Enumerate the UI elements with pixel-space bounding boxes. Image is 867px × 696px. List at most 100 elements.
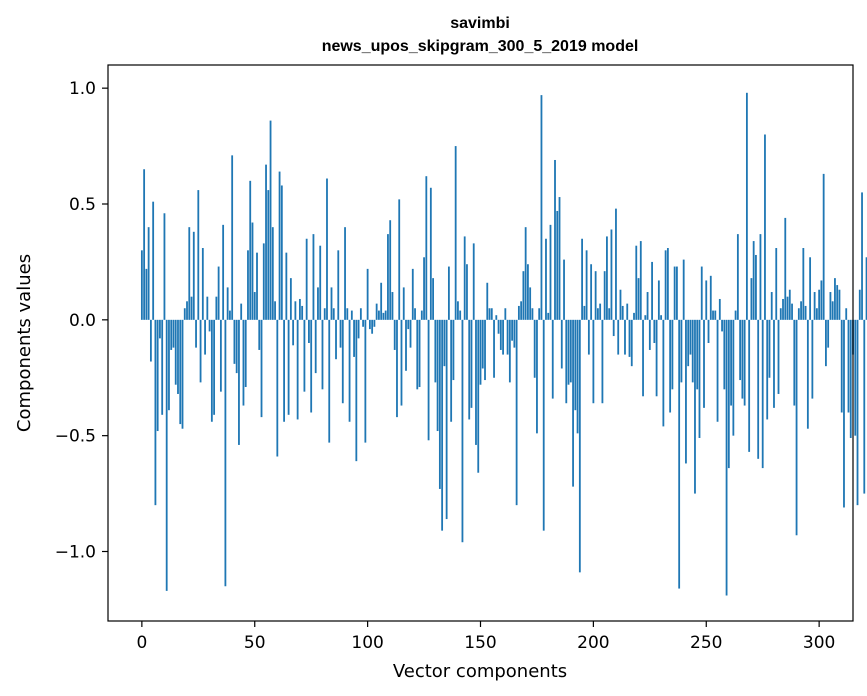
bar-59 <box>274 301 276 320</box>
bar-31 <box>210 319 213 422</box>
bar-53 <box>260 319 263 418</box>
bar-265 <box>739 319 742 381</box>
bar-110 <box>389 220 392 320</box>
bar-165 <box>513 319 516 348</box>
bar-211 <box>617 319 620 355</box>
bar-89 <box>341 319 344 404</box>
bar-257 <box>721 319 723 332</box>
bar-103 <box>373 319 376 327</box>
bar-293 <box>802 248 805 320</box>
bar-35 <box>219 319 222 392</box>
bar-218 <box>633 312 635 320</box>
bar-235 <box>671 319 674 390</box>
bar-239 <box>680 319 683 383</box>
bar-30 <box>208 319 211 332</box>
bar-216 <box>628 319 631 357</box>
bar-27 <box>201 248 204 320</box>
bar-208 <box>610 229 613 320</box>
bar-2 <box>145 268 148 320</box>
bar-37 <box>224 319 227 587</box>
bar-206 <box>606 236 608 320</box>
bar-267 <box>743 319 746 406</box>
bar-317 <box>856 319 859 506</box>
bar-294 <box>804 305 807 320</box>
chart-title: savimbi <box>450 15 510 32</box>
bar-275 <box>761 319 764 469</box>
bar-24 <box>195 319 197 348</box>
bar-36 <box>222 224 225 320</box>
bar-4 <box>149 319 152 362</box>
bar-255 <box>716 319 719 422</box>
bar-205 <box>603 271 606 320</box>
bar-121 <box>414 308 416 320</box>
bar-32 <box>213 319 216 415</box>
bar-14 <box>172 319 175 348</box>
bar-133 <box>441 319 444 531</box>
bar-159 <box>499 319 502 350</box>
y-tick-label: −0.5 <box>55 427 96 447</box>
bar-311 <box>843 319 845 508</box>
bar-120 <box>411 268 414 320</box>
bar-90 <box>344 227 346 320</box>
bar-171 <box>527 264 529 320</box>
bar-68 <box>294 301 297 320</box>
bar-60 <box>276 319 279 457</box>
bar-58 <box>271 227 274 320</box>
bar-292 <box>800 301 802 320</box>
bar-256 <box>718 298 721 320</box>
bar-17 <box>179 319 182 425</box>
y-axis: −1.0 −0.5 0.0 0.5 1.0 <box>55 79 108 563</box>
bar-72 <box>303 319 306 392</box>
bar-143 <box>463 236 466 320</box>
bar-153 <box>486 282 489 320</box>
bar-190 <box>569 319 572 383</box>
bar-209 <box>612 319 615 337</box>
bar-286 <box>786 296 789 320</box>
bar-185 <box>558 197 561 320</box>
bar-98 <box>362 319 365 327</box>
bar-18 <box>181 319 184 429</box>
bar-195 <box>581 238 583 320</box>
bar-50 <box>253 292 256 320</box>
bar-183 <box>554 159 556 320</box>
bar-283 <box>779 308 782 320</box>
bar-39 <box>229 310 231 320</box>
bar-88 <box>339 319 342 348</box>
bar-179 <box>545 238 547 320</box>
bar-194 <box>578 319 581 573</box>
bar-61 <box>278 171 281 320</box>
bar-161 <box>504 308 507 320</box>
bar-184 <box>556 210 559 320</box>
bar-84 <box>330 287 333 320</box>
bar-241 <box>685 319 687 464</box>
bar-191 <box>572 319 574 487</box>
bar-86 <box>335 319 337 360</box>
x-tick-label: 150 <box>464 633 496 653</box>
bar-254 <box>714 310 717 320</box>
bar-79 <box>319 245 322 320</box>
bar-71 <box>301 305 304 320</box>
bar-54 <box>262 243 265 320</box>
bar-12 <box>168 319 170 411</box>
bar-52 <box>258 319 261 350</box>
bar-65 <box>287 319 290 415</box>
bar-46 <box>244 319 247 388</box>
bar-258 <box>723 319 726 390</box>
bar-147 <box>472 243 475 320</box>
bar-129 <box>432 278 434 320</box>
bar-187 <box>563 259 565 320</box>
bar-15 <box>174 319 177 385</box>
bar-100 <box>366 268 369 320</box>
bar-250 <box>705 280 708 320</box>
bar-96 <box>357 319 360 339</box>
bar-295 <box>806 319 809 429</box>
bar-298 <box>813 292 816 320</box>
bar-234 <box>669 319 672 413</box>
bar-127 <box>427 319 430 441</box>
bar-178 <box>542 319 545 531</box>
bar-137 <box>450 319 453 422</box>
x-tick-label: 200 <box>577 633 609 653</box>
bar-29 <box>206 296 209 320</box>
bar-28 <box>204 319 206 355</box>
